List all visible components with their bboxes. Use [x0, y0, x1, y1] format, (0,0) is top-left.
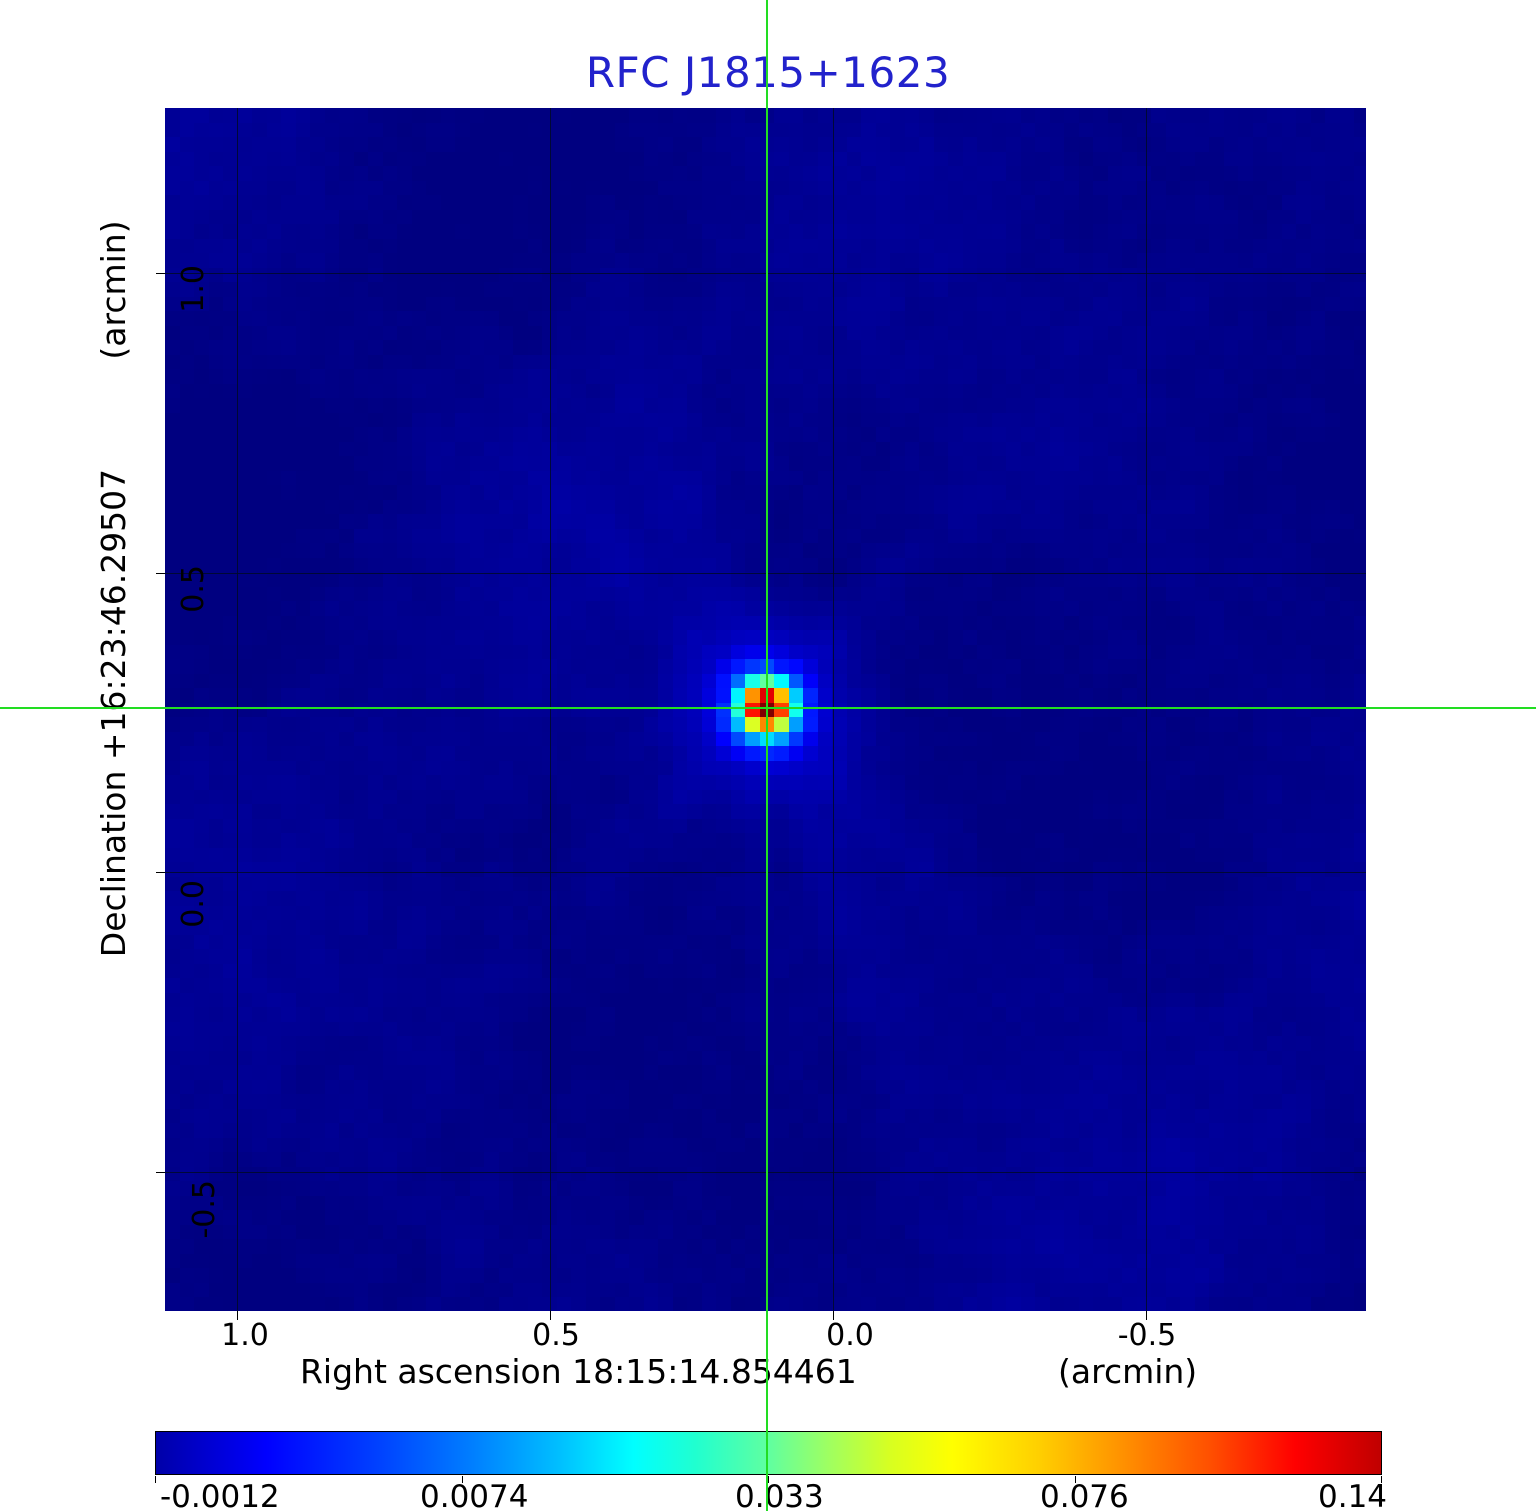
colorbar-tick-label: 0.076	[1040, 1479, 1129, 1511]
x-tick-label: 0.5	[532, 1318, 580, 1353]
gridline-vertical	[237, 108, 238, 1311]
y-tick-label: 0.5	[176, 565, 212, 613]
y-axis-tick	[156, 573, 165, 574]
y-tick-label: 1.0	[176, 265, 212, 313]
x-tick-label: 0.0	[826, 1318, 874, 1353]
y-axis-tick	[156, 1172, 165, 1173]
x-tick-label: 1.0	[221, 1318, 269, 1353]
colorbar[interactable]	[155, 1431, 1382, 1475]
colorbar-tick	[155, 1476, 156, 1483]
gridline-horizontal	[165, 273, 1366, 274]
x-axis-tick	[550, 1311, 551, 1320]
colorbar-tick-label: 0.14	[1318, 1479, 1388, 1511]
sky-map-panel[interactable]	[165, 108, 1366, 1311]
y-tick-label: -0.5	[187, 1180, 223, 1239]
colorbar-tick	[462, 1476, 463, 1483]
colorbar-tick-label: -0.0012	[160, 1479, 280, 1511]
crosshair-vertical	[766, 0, 768, 1511]
colorbar-tick-label: 0.033	[735, 1479, 824, 1511]
gridline-vertical	[833, 108, 834, 1311]
x-axis-label: Right ascension 18:15:14.854461	[300, 1352, 857, 1391]
x-axis-units-label: (arcmin)	[1058, 1352, 1198, 1391]
y-axis-tick	[156, 273, 165, 274]
x-axis-tick	[1146, 1311, 1147, 1320]
gridline-horizontal	[165, 1172, 1366, 1173]
sky-map-image	[165, 108, 1366, 1311]
gridline-vertical	[1146, 108, 1147, 1311]
colorbar-tick	[1381, 1476, 1382, 1483]
gridline-vertical	[550, 108, 551, 1311]
x-axis-tick	[237, 1311, 238, 1320]
page-title: RFC J1815+1623	[585, 48, 951, 97]
x-axis-tick	[833, 1311, 834, 1320]
y-tick-label: 0.0	[176, 880, 212, 928]
x-tick-label: -0.5	[1117, 1318, 1177, 1353]
y-axis-label: Declination +16:23:46.29507	[94, 468, 133, 958]
gridline-horizontal	[165, 872, 1366, 873]
colorbar-tick-label: 0.0074	[420, 1479, 529, 1511]
colorbar-tick	[768, 1476, 769, 1483]
gridline-horizontal	[165, 573, 1366, 574]
y-axis-tick	[156, 872, 165, 873]
y-axis-units-label: (arcmin)	[94, 220, 133, 360]
crosshair-horizontal	[0, 707, 1536, 709]
colorbar-tick	[1075, 1476, 1076, 1483]
